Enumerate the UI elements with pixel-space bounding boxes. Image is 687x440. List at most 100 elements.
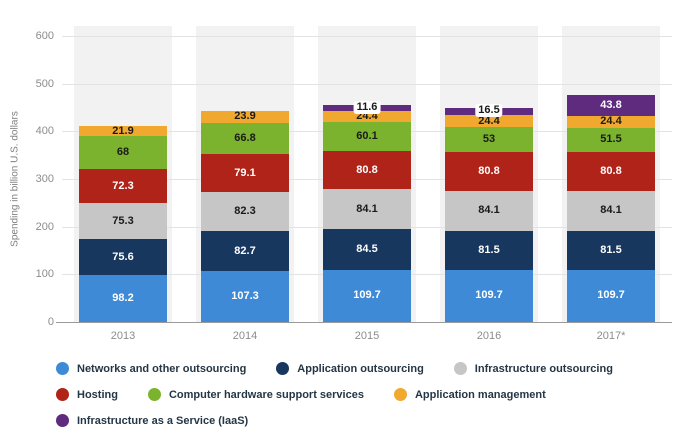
y-axis-tick-label: 500	[35, 77, 54, 90]
legend-item[interactable]: Computer hardware support services	[147, 388, 364, 401]
bar-value-label: 53	[482, 133, 496, 146]
x-axis-label: 2014	[232, 330, 258, 342]
y-axis-tick-label: 300	[35, 173, 54, 185]
bar-value-label: 79.1	[234, 166, 256, 179]
bar-value-label: 80.8	[356, 163, 378, 176]
legend-label: Infrastructure as a Service (IaaS)	[77, 414, 249, 427]
bar-value-label: 23.9	[234, 110, 256, 123]
bar-segment[interactable]	[79, 239, 167, 276]
legend-marker-icon	[453, 362, 467, 375]
bar-segment[interactable]	[445, 152, 533, 191]
bar-value-label: 24.4	[478, 114, 500, 127]
bar-segment[interactable]	[567, 152, 655, 191]
y-axis-tick-label: 0	[47, 316, 54, 328]
plot-area: 0 100 200 300 400 500 600 98.2 75.6 75.3 72.3 68 21.…	[36, 26, 672, 342]
legend-marker-icon	[56, 362, 69, 375]
bar-segment[interactable]	[567, 95, 655, 117]
gridline	[62, 36, 672, 37]
bar-value-label: 75.3	[112, 214, 134, 227]
legend-item[interactable]: Infrastructure outsourcing	[453, 362, 613, 375]
gridline	[62, 83, 672, 85]
legend-marker-icon	[393, 388, 407, 401]
bar-value-label: 80.8	[478, 165, 500, 178]
x-axis-label: 2013	[110, 330, 136, 342]
bar-segment[interactable]	[445, 115, 533, 127]
legend-label: Application management	[414, 388, 546, 401]
bar-segment[interactable]	[201, 154, 289, 193]
bar-value-label: 51.5	[600, 133, 622, 146]
bar-segment[interactable]	[323, 122, 411, 151]
bar-segment[interactable]	[567, 269, 655, 322]
bar-segment[interactable]	[79, 125, 167, 137]
legend-label: Hosting	[77, 388, 118, 401]
bar-segment[interactable]	[201, 192, 289, 232]
bar-value-label: 84.1	[600, 204, 622, 217]
bar-value-label: 84.5	[356, 243, 378, 256]
bar-segment[interactable]	[445, 269, 533, 322]
y-axis-tick-label: 600	[35, 30, 54, 42]
legend-label: Application outsourcing	[297, 362, 424, 375]
bar-segment[interactable]	[567, 230, 655, 270]
bar-segment[interactable]	[323, 110, 411, 123]
legend-item[interactable]: Networks and other outsourcing	[56, 362, 246, 375]
y-axis-tick-label: 400	[35, 125, 54, 138]
bar-segment[interactable]	[201, 231, 289, 271]
bar-value-label: 84.1	[478, 204, 500, 217]
legend-item[interactable]: Hosting	[56, 388, 118, 401]
legend-marker-icon	[276, 362, 290, 375]
legend-item[interactable]: Application outsourcing	[276, 362, 424, 375]
bar-value-label: 21.9	[112, 124, 134, 137]
bar-segment[interactable]	[79, 203, 167, 240]
bar-value-label: 82.7	[234, 244, 256, 257]
bar-segment[interactable]	[79, 168, 167, 204]
bar-segment[interactable]	[201, 111, 289, 123]
bar-value-label: 43.8	[600, 99, 622, 112]
legend-item[interactable]: Application management	[393, 388, 546, 401]
bar-segment[interactable]	[323, 189, 411, 230]
bar-value-label: 109.7	[353, 289, 381, 302]
bar-segment[interactable]	[201, 122, 289, 155]
bar-segment[interactable]	[445, 230, 533, 270]
bar-value-label: 98.2	[112, 292, 134, 305]
legend-label: Networks and other outsourcing	[77, 362, 247, 375]
bar-segment[interactable]	[201, 270, 289, 322]
legend-marker-icon	[56, 414, 69, 427]
bar-value-label: 66.8	[234, 132, 256, 145]
bar-value-label: 72.3	[112, 179, 134, 192]
bar-value-label: 82.3	[234, 205, 256, 218]
bar-value-label: 24.4	[600, 115, 622, 128]
bar-value-label: 11.6	[353, 100, 381, 114]
bar-segment[interactable]	[323, 150, 411, 190]
bar-segment[interactable]	[79, 136, 167, 169]
legend-label: Infrastructure outsourcing	[474, 362, 613, 375]
bar-segment[interactable]	[445, 190, 533, 231]
bar-segment[interactable]	[79, 275, 167, 322]
bar-value-label: 109.7	[597, 289, 625, 302]
legend: Networks and other outsourcing Applicatio…	[56, 362, 674, 427]
legend-marker-icon	[147, 388, 161, 401]
legend-marker-icon	[56, 388, 69, 401]
bar-segment[interactable]	[323, 269, 411, 322]
bar-value-label: 80.8	[600, 165, 622, 178]
bar-segment[interactable]	[323, 229, 411, 270]
x-axis-label: 2017*	[596, 330, 626, 342]
bar-segment[interactable]	[567, 116, 655, 128]
x-axis-line	[56, 322, 672, 323]
bar-value-label: 60.1	[356, 130, 378, 142]
bar-segment[interactable]	[567, 190, 655, 231]
bar-value-label: 68	[116, 146, 130, 159]
bar-value-label: 75.6	[112, 250, 134, 263]
bar-segment[interactable]	[567, 127, 655, 153]
bar-value-label: 109.7	[475, 289, 503, 302]
bar-segment[interactable]	[445, 126, 533, 153]
bar-value-label: 16.5	[475, 104, 503, 118]
bar-value-label: 81.5	[600, 243, 622, 256]
bar-value-label: 107.3	[231, 289, 259, 302]
bar-value-label: 84.1	[356, 202, 378, 215]
x-axis-label: 2015	[354, 330, 380, 342]
legend-item[interactable]: Infrastructure as a Service (IaaS)	[56, 414, 248, 427]
y-axis-tick-label: 100	[35, 268, 54, 281]
legend-label: Computer hardware support services	[168, 388, 364, 401]
y-axis-tick-label: 200	[35, 220, 54, 233]
